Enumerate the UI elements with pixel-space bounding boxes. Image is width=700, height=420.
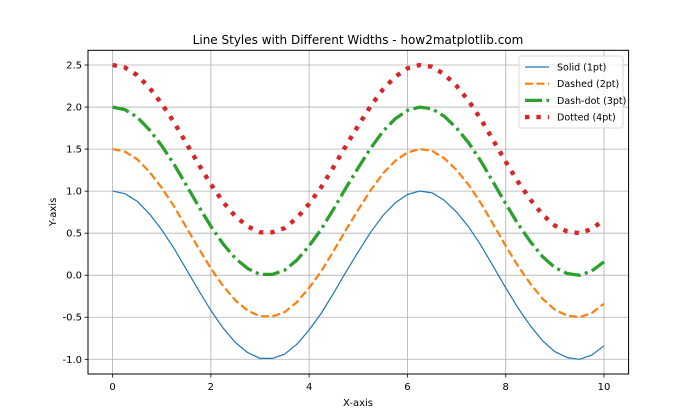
y-axis-label: Y-axis xyxy=(48,198,59,228)
y-tick-label: 1.0 xyxy=(66,187,82,198)
series-group xyxy=(112,62,606,360)
y-tick-label: 1.5 xyxy=(66,145,82,156)
x-tick-label: 4 xyxy=(306,382,312,393)
legend-label: Dotted (4pt) xyxy=(557,113,616,124)
x-tick-label: 10 xyxy=(598,382,611,393)
x-tick-label: 6 xyxy=(404,382,410,393)
y-tick-label: 2.0 xyxy=(66,103,82,114)
x-tick-label: 2 xyxy=(208,382,214,393)
series-line-dotted xyxy=(112,62,606,236)
ticks: 0 2 4 6 8 10 -1.0 -0.5 0.0 0.5 1.0 1.5 2.0 2.5 xyxy=(62,61,610,393)
y-tick-label: -0.5 xyxy=(62,313,82,324)
legend-label: Solid (1pt) xyxy=(557,63,606,74)
series-line-dashed xyxy=(112,148,605,319)
x-tick-label: 8 xyxy=(503,382,509,393)
series-line-solid xyxy=(112,190,605,360)
legend: Solid (1pt) Dashed (2pt) Dash-dot (3pt) Dot… xyxy=(518,55,626,129)
series-line-dashdot xyxy=(112,105,605,277)
y-tick-label: -1.0 xyxy=(62,355,82,366)
y-tick-label: 2.5 xyxy=(66,61,82,72)
chart-title: Line Styles with Different Widths - how2… xyxy=(193,33,524,47)
legend-label: Dashed (2pt) xyxy=(557,79,619,90)
axes-frame xyxy=(87,49,630,375)
legend-box xyxy=(518,55,624,129)
x-axis-label: X-axis xyxy=(343,398,373,409)
x-tick-label: 0 xyxy=(109,382,115,393)
y-tick-label: 0.5 xyxy=(66,229,82,240)
y-tick-label: 0.0 xyxy=(66,271,82,282)
legend-label: Dash-dot (3pt) xyxy=(557,96,626,107)
